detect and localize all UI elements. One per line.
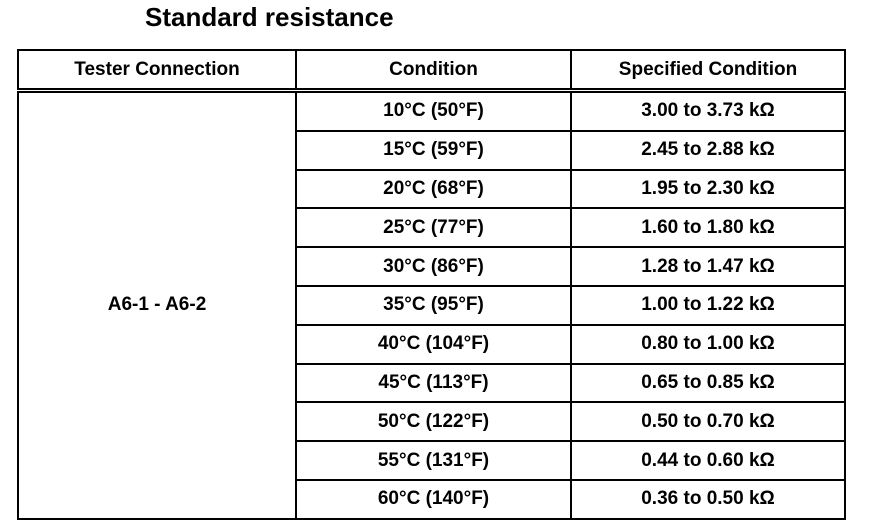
table-row: 40°C (104°F) 0.80 to 1.00 kΩ bbox=[18, 323, 846, 365]
specified-cell: 1.60 to 1.80 kΩ bbox=[570, 207, 846, 249]
condition-cell: 35°C (95°F) bbox=[295, 284, 572, 326]
specified-cell: 1.28 to 1.47 kΩ bbox=[570, 246, 846, 287]
specified-cell: 0.44 to 0.60 kΩ bbox=[570, 440, 846, 481]
table-body: A6-1 - A6-2 10°C (50°F) 3.00 to 3.73 kΩ 15°… bbox=[17, 89, 846, 520]
specified-cell: 2.45 to 2.88 kΩ bbox=[570, 129, 846, 171]
header-cell: Tester Connection bbox=[17, 49, 297, 93]
condition-cell: 20°C (68°F) bbox=[295, 168, 572, 210]
condition-cell: 15°C (59°F) bbox=[295, 129, 572, 171]
condition-cell: 30°C (86°F) bbox=[295, 246, 572, 287]
table-row: 50°C (122°F) 0.50 to 0.70 kΩ bbox=[18, 401, 846, 443]
resistance-table: Tester Connection Condition Specified Cond… bbox=[17, 49, 846, 520]
connection-cell: A6-1 - A6-2 bbox=[17, 89, 297, 520]
table-row: 55°C (131°F) 0.44 to 0.60 kΩ bbox=[18, 440, 846, 481]
specified-cell: 0.50 to 0.70 kΩ bbox=[570, 401, 846, 443]
table-row: 45°C (113°F) 0.65 to 0.85 kΩ bbox=[18, 362, 846, 404]
table-row: 35°C (95°F) 1.00 to 1.22 kΩ bbox=[18, 284, 846, 326]
specified-cell: 0.65 to 0.85 kΩ bbox=[570, 362, 846, 404]
table-row: 15°C (59°F) 2.45 to 2.88 kΩ bbox=[18, 129, 846, 171]
header-cell: Condition bbox=[295, 49, 572, 93]
table-row: A6-1 - A6-2 10°C (50°F) 3.00 to 3.73 kΩ bbox=[17, 89, 846, 520]
specified-cell: 0.80 to 1.00 kΩ bbox=[570, 323, 846, 365]
header-cell: Specified Condition bbox=[570, 49, 846, 93]
condition-cell: 55°C (131°F) bbox=[295, 440, 572, 481]
condition-cell: 45°C (113°F) bbox=[295, 362, 572, 404]
specified-cell: 3.00 to 3.73 kΩ bbox=[570, 89, 846, 132]
table-row: 25°C (77°F) 1.60 to 1.80 kΩ bbox=[18, 207, 846, 249]
specified-cell: 1.95 to 2.30 kΩ bbox=[570, 168, 846, 210]
table-row: 60°C (140°F) 0.36 to 0.50 kΩ bbox=[18, 478, 846, 520]
table-row: 20°C (68°F) 1.95 to 2.30 kΩ bbox=[18, 168, 846, 210]
condition-cell: 10°C (50°F) bbox=[295, 89, 572, 132]
title: Standard resistance bbox=[145, 2, 394, 32]
condition-cell: 40°C (104°F) bbox=[295, 323, 572, 365]
condition-cell: 50°C (122°F) bbox=[295, 401, 572, 443]
condition-cell: 25°C (77°F) bbox=[295, 207, 572, 249]
specified-cell: 1.00 to 1.22 kΩ bbox=[570, 284, 846, 326]
table-row: 30°C (86°F) 1.28 to 1.47 kΩ bbox=[18, 246, 846, 287]
condition-cell: 60°C (140°F) bbox=[295, 478, 572, 520]
header-row: Tester Connection Condition Specified Cond… bbox=[17, 49, 846, 93]
specified-cell: 0.36 to 0.50 kΩ bbox=[570, 478, 846, 520]
